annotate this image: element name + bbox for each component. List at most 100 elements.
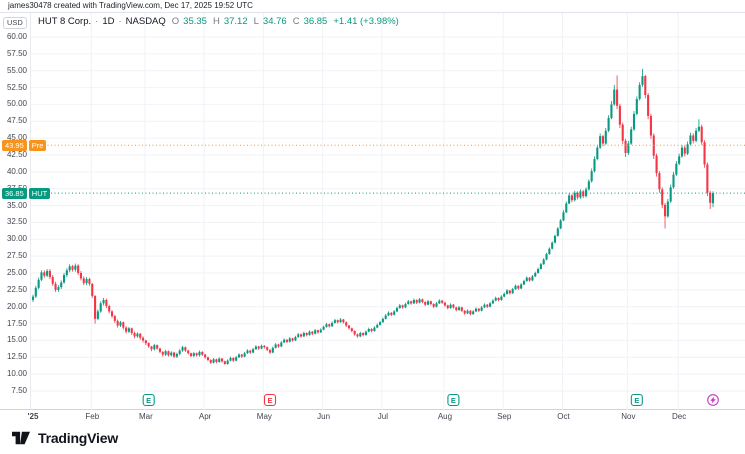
candle-body bbox=[466, 310, 469, 314]
candle-body bbox=[141, 337, 145, 341]
candle-body bbox=[119, 322, 122, 326]
candle-body bbox=[593, 159, 596, 172]
candle-body bbox=[65, 270, 68, 276]
candle-body bbox=[316, 330, 320, 333]
price-tick-label: 35.00 bbox=[6, 200, 27, 210]
candle-body bbox=[604, 130, 607, 144]
candle-body bbox=[232, 357, 235, 361]
candle-body bbox=[522, 281, 526, 285]
candle-body bbox=[649, 115, 652, 136]
earnings-badge-letter: E bbox=[268, 396, 273, 405]
candle-body bbox=[51, 277, 54, 284]
earnings-icon[interactable]: E bbox=[447, 393, 460, 407]
candle-body bbox=[542, 259, 545, 265]
candle-body bbox=[635, 99, 638, 114]
candle-body bbox=[294, 337, 297, 341]
candle-body bbox=[319, 329, 322, 333]
candle-body bbox=[404, 304, 407, 308]
candle-body bbox=[686, 144, 689, 154]
price-tick-label: 55.00 bbox=[6, 65, 27, 75]
candle-body bbox=[37, 279, 40, 288]
symbol-name[interactable]: HUT 8 Corp. bbox=[38, 16, 92, 27]
tradingview-logo[interactable]: TradingView bbox=[10, 429, 118, 447]
candle-body bbox=[82, 278, 85, 284]
candle-body bbox=[74, 265, 77, 270]
candle-body bbox=[689, 135, 692, 145]
candle-body bbox=[91, 283, 94, 296]
candle-body bbox=[144, 340, 147, 344]
candle-body bbox=[215, 359, 218, 363]
pre-market-price-value: 43.95 bbox=[2, 139, 27, 151]
candle-body bbox=[116, 320, 119, 326]
time-axis[interactable]: '25 Feb Mar Apr May Jun Jul Aug Sep Oct Nov Dec bbox=[0, 410, 745, 426]
price-tick-label: 50.00 bbox=[6, 99, 27, 109]
candle-body bbox=[695, 130, 698, 141]
candle-body bbox=[426, 301, 430, 305]
candle-body bbox=[534, 273, 537, 277]
candle-body bbox=[582, 191, 585, 197]
candle-body bbox=[387, 312, 390, 316]
candle-body bbox=[421, 299, 424, 302]
candle-body bbox=[381, 318, 384, 323]
candle-body bbox=[706, 164, 709, 193]
candle-body bbox=[187, 350, 190, 354]
candle-body bbox=[153, 345, 156, 350]
candle-body bbox=[48, 270, 51, 278]
earnings-badge-box bbox=[263, 393, 277, 407]
earnings-badge-letter: E bbox=[146, 396, 151, 405]
candle-body bbox=[469, 310, 472, 315]
candle-body bbox=[562, 212, 565, 221]
candle-body bbox=[130, 328, 133, 334]
close-value: 36.85 bbox=[303, 16, 328, 27]
candle-body bbox=[573, 192, 576, 201]
candle-body bbox=[514, 285, 517, 290]
timeframe-label[interactable]: 1D bbox=[102, 16, 115, 27]
symbol-info-row[interactable]: HUT 8 Corp. · 1D · NASDAQ O 35.35 H 37.1… bbox=[38, 16, 399, 27]
month-label: Aug bbox=[437, 412, 453, 421]
candle-body bbox=[644, 76, 647, 95]
candle-body bbox=[384, 315, 387, 319]
candle-body bbox=[333, 320, 336, 323]
candle-body bbox=[508, 290, 511, 294]
price-axis[interactable]: USD 60.00 57.50 55.00 52.50 50.00 47.50 45.00 4… bbox=[0, 13, 31, 409]
candle-body bbox=[438, 300, 441, 304]
bolt-icon[interactable] bbox=[707, 394, 719, 406]
low-label: L bbox=[253, 16, 259, 27]
candle-body bbox=[110, 311, 114, 317]
candle-body bbox=[661, 189, 664, 205]
candle-body bbox=[525, 277, 528, 282]
exchange-label: NASDAQ bbox=[125, 16, 166, 27]
candle-body bbox=[54, 283, 57, 290]
change-value: +1.41 (+3.98%) bbox=[333, 16, 399, 27]
month-label: Dec bbox=[672, 412, 687, 421]
candle-body bbox=[62, 275, 66, 283]
candle-body bbox=[350, 328, 353, 331]
candle-body bbox=[235, 357, 238, 361]
price-tick-label: 32.50 bbox=[6, 217, 27, 227]
earnings-icon[interactable]: E bbox=[142, 393, 155, 407]
candle-body bbox=[666, 201, 669, 217]
candle-body bbox=[489, 303, 492, 307]
candle-body bbox=[308, 331, 311, 336]
candle-body bbox=[77, 265, 80, 273]
candle-body bbox=[455, 307, 458, 311]
candle-body bbox=[201, 351, 204, 355]
candle-body bbox=[79, 273, 83, 279]
candle-body bbox=[181, 347, 184, 351]
candle-body bbox=[254, 346, 257, 350]
earnings-icon[interactable]: E bbox=[263, 393, 277, 407]
candle-body bbox=[672, 174, 675, 188]
candle-body bbox=[407, 301, 410, 305]
candle-body bbox=[271, 347, 274, 353]
candle-body bbox=[548, 248, 551, 255]
candle-body bbox=[85, 279, 88, 284]
earnings-badge-letter: E bbox=[634, 396, 639, 405]
candle-body bbox=[263, 345, 266, 348]
candle-body bbox=[432, 304, 435, 307]
candle-body bbox=[678, 156, 681, 164]
price-tick-label: 25.00 bbox=[6, 268, 27, 277]
candle-body bbox=[401, 305, 404, 308]
earnings-icon[interactable]: E bbox=[630, 393, 643, 407]
